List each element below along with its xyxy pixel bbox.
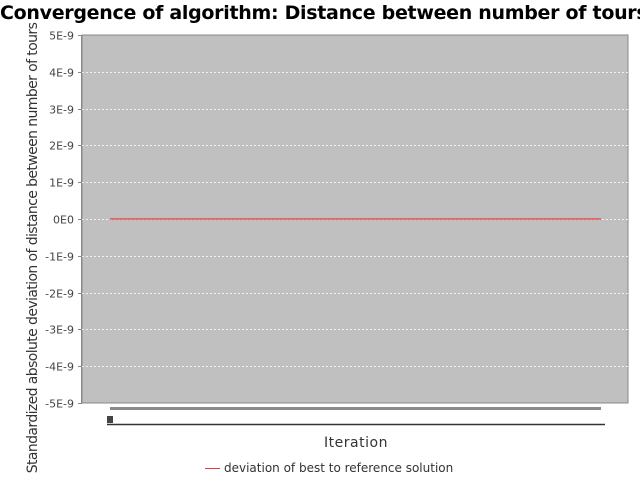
y-axis-label: Standardized absolute deviation of dista… <box>25 22 41 474</box>
x-axis-band <box>110 407 601 410</box>
y-tick-label: -1E-9 <box>45 251 74 264</box>
chart-title: Convergence of algorithm: Distance betwe… <box>0 2 640 24</box>
y-tick-label: 4E-9 <box>49 67 74 80</box>
y-axis: 5E-9 4E-9 3E-9 2E-9 1E-9 0E0 -1E-9 -2E-9 -3E-9 -4… <box>45 30 82 411</box>
x-tick-labels-cluster <box>107 416 113 423</box>
x-axis <box>107 407 605 426</box>
y-tick-label: -2E-9 <box>45 288 74 301</box>
y-tick-label: 1E-9 <box>49 177 74 190</box>
legend: deviation of best to reference solution <box>205 461 453 475</box>
y-tick-label: 5E-9 <box>49 30 74 43</box>
y-tick-label: 0E0 <box>53 214 74 227</box>
y-tick-label: 3E-9 <box>49 104 74 117</box>
y-tick-label: -4E-9 <box>45 361 74 374</box>
legend-swatch <box>205 467 220 469</box>
y-tick-label: 2E-9 <box>49 140 74 153</box>
legend-label: deviation of best to reference solution <box>224 461 454 475</box>
y-tick-label: -3E-9 <box>45 324 74 337</box>
x-axis-label: Iteration <box>324 435 388 451</box>
y-tick-label: -5E-9 <box>45 398 74 411</box>
